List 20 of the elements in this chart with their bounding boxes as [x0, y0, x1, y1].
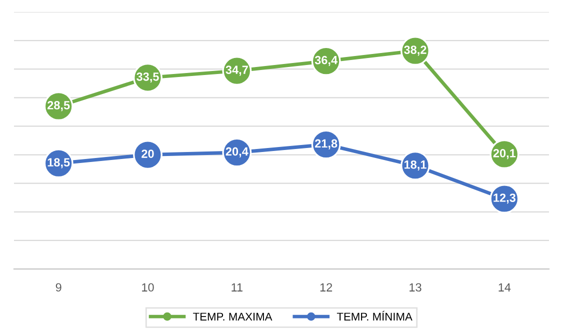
x-tick-label: 11: [232, 283, 242, 292]
x-tick-label: 12: [320, 283, 332, 292]
data-label: 34,7: [226, 66, 248, 76]
data-label: 20: [142, 150, 154, 158]
x-tick-label: 9: [56, 283, 62, 292]
data-label: 36,4: [314, 56, 338, 66]
data-label: 28,5: [48, 101, 70, 112]
x-tick-label: 14: [498, 283, 511, 292]
data-label: 38,2: [404, 46, 426, 56]
x-tick-label: 10: [142, 283, 154, 292]
x-tick-label: 13: [410, 283, 422, 292]
data-label: 18,5: [48, 158, 70, 168]
data-label: 20,4: [226, 147, 248, 158]
legend-label: TEMP. MAXIMA: [193, 312, 272, 320]
data-label: 18,1: [404, 160, 426, 171]
data-label: 21,8: [315, 139, 338, 150]
data-label: 20,1: [493, 149, 516, 160]
data-label: 33,5: [136, 72, 159, 83]
legend-label: TEMP. MÍNIMA: [336, 310, 412, 320]
data-label: 12,3: [494, 194, 516, 204]
